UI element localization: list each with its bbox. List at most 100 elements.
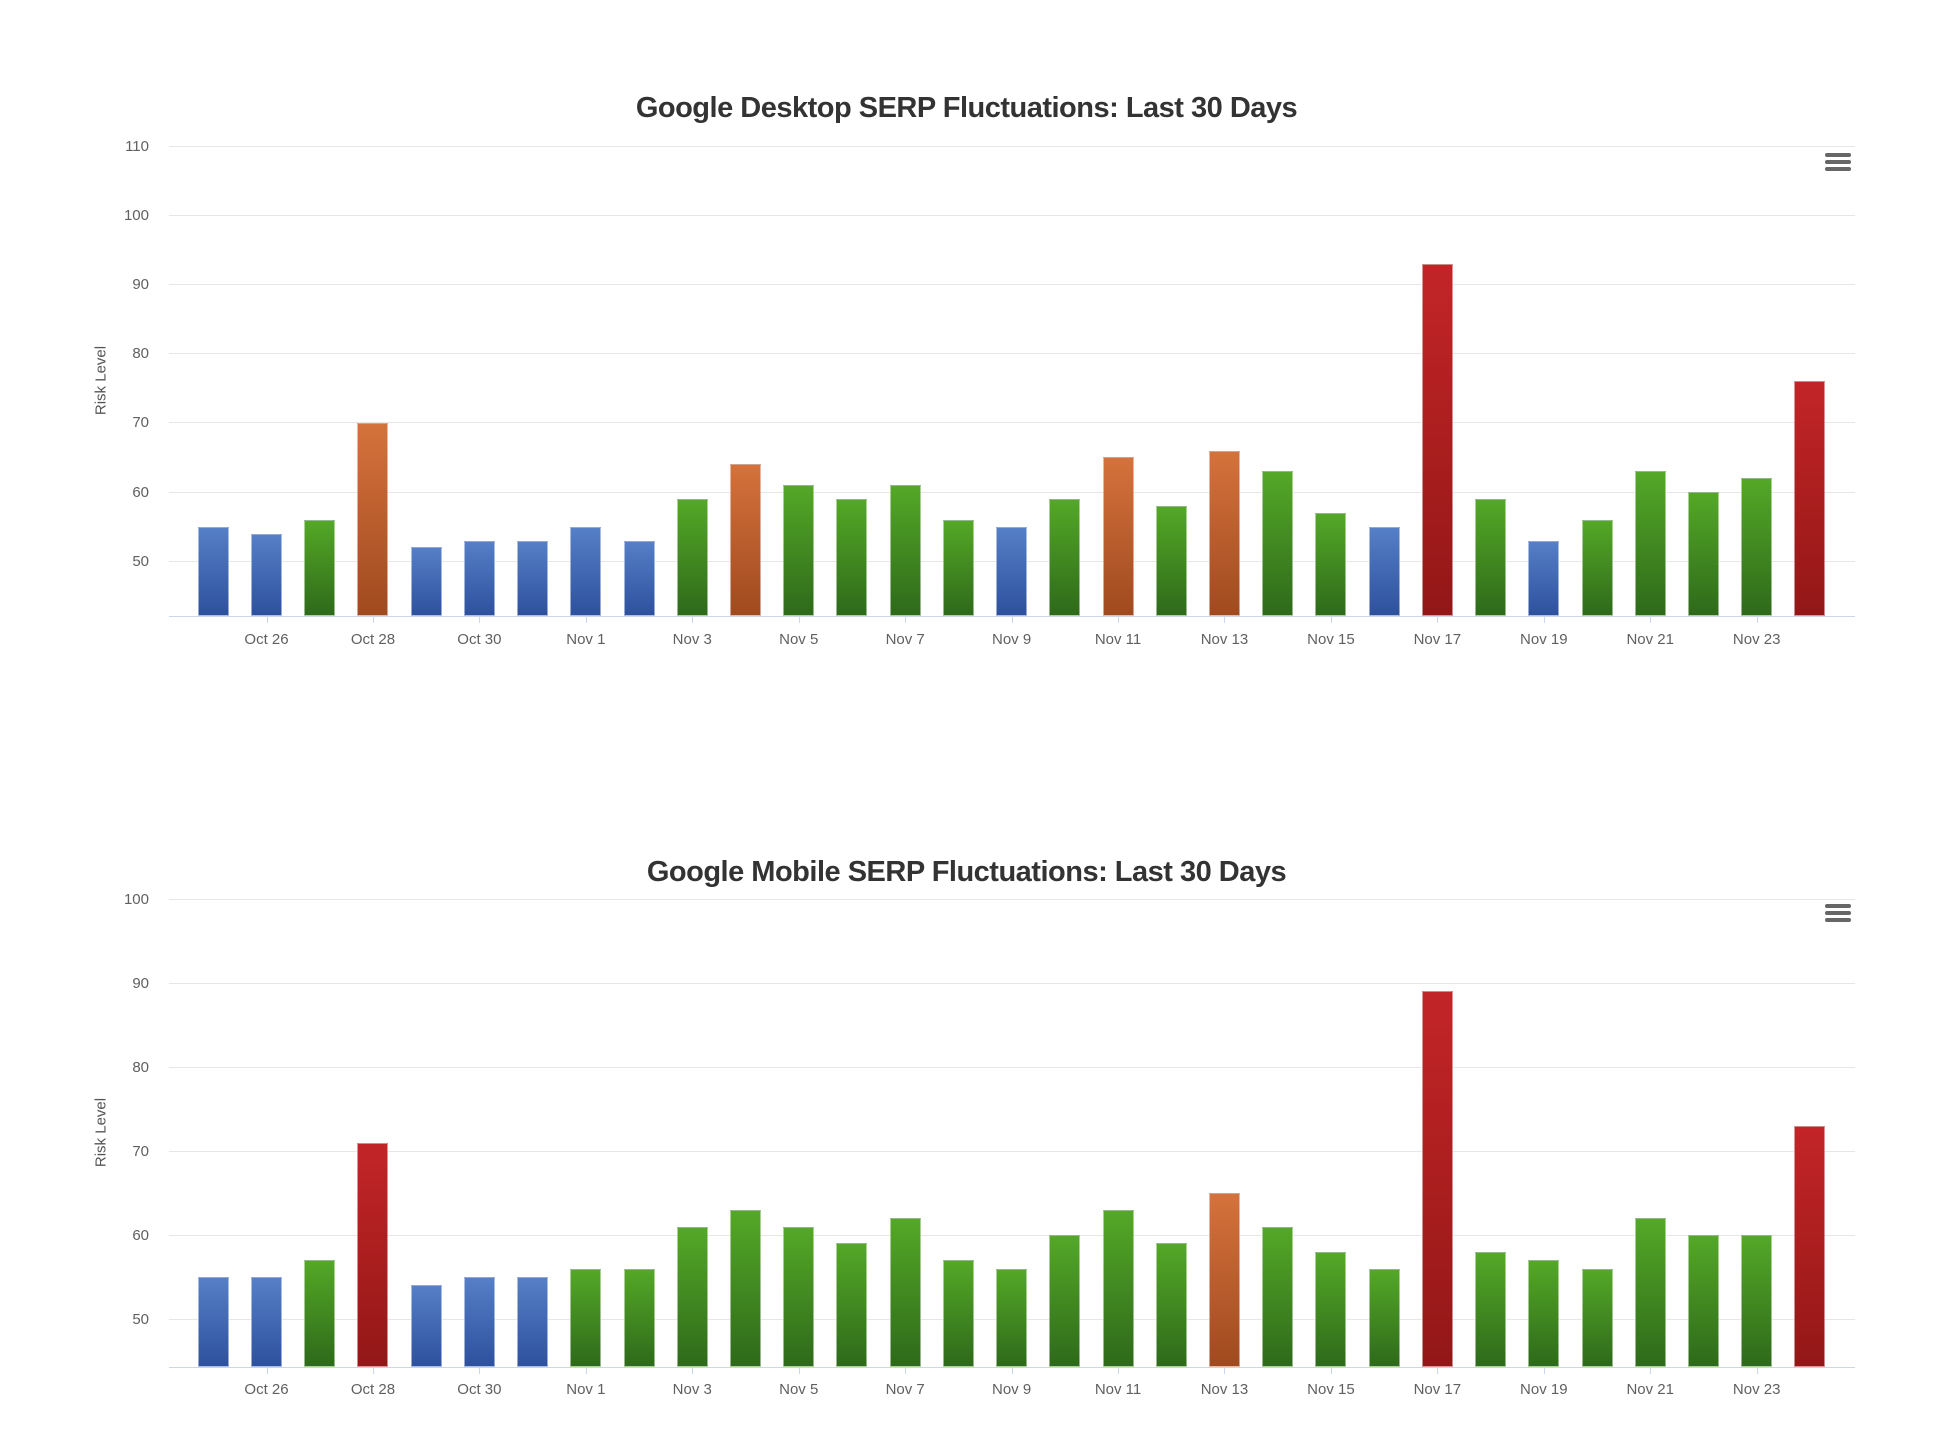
bar-nov-4[interactable] bbox=[730, 464, 761, 616]
bar-nov-9[interactable] bbox=[996, 526, 1028, 616]
menu-stripe bbox=[1825, 160, 1851, 164]
bar-nov-14[interactable] bbox=[1262, 1226, 1294, 1367]
bar-nov-24[interactable] bbox=[1794, 381, 1826, 616]
bar-nov-21[interactable] bbox=[1634, 471, 1666, 616]
x-tick-label: Nov 3 bbox=[672, 1381, 712, 1398]
bar-oct-28[interactable] bbox=[357, 1142, 389, 1367]
bar-nov-1[interactable] bbox=[570, 1268, 602, 1367]
x-tick-label: Nov 1 bbox=[566, 631, 606, 648]
x-tick-label: Nov 5 bbox=[779, 1381, 819, 1398]
bar-nov-19[interactable] bbox=[1528, 540, 1560, 616]
bar-oct-27[interactable] bbox=[304, 1260, 336, 1367]
bar-nov-17[interactable] bbox=[1421, 263, 1453, 616]
bar-nov-11[interactable] bbox=[1102, 457, 1134, 616]
bar-nov-19[interactable] bbox=[1528, 1260, 1560, 1367]
bar-nov-7[interactable] bbox=[889, 1218, 921, 1367]
bar-oct-31[interactable] bbox=[517, 1277, 549, 1367]
bar-nov-20[interactable] bbox=[1581, 519, 1613, 616]
bar-nov-6[interactable] bbox=[836, 1243, 868, 1367]
x-tick-label: Nov 13 bbox=[1200, 631, 1249, 648]
bar-nov-23[interactable] bbox=[1741, 1235, 1773, 1367]
bar-nov-5[interactable] bbox=[783, 1226, 815, 1367]
x-tick-label: Nov 11 bbox=[1094, 631, 1142, 648]
x-axis-tick bbox=[1224, 1368, 1226, 1374]
bar-nov-5[interactable] bbox=[783, 485, 815, 616]
x-axis-tick bbox=[1543, 617, 1545, 623]
bar-nov-17[interactable] bbox=[1421, 991, 1453, 1367]
x-axis-line bbox=[169, 1367, 1855, 1368]
bar-nov-2[interactable] bbox=[623, 1268, 655, 1367]
bar-nov-3[interactable] bbox=[676, 499, 708, 616]
bar-nov-15[interactable] bbox=[1315, 1251, 1347, 1367]
hamburger-menu-icon[interactable] bbox=[1825, 153, 1851, 173]
hamburger-menu-icon[interactable] bbox=[1825, 904, 1851, 924]
bar-oct-29[interactable] bbox=[410, 547, 442, 616]
bar-nov-20[interactable] bbox=[1581, 1268, 1613, 1367]
bar-nov-10[interactable] bbox=[1049, 1235, 1081, 1367]
x-axis-tick bbox=[1756, 1368, 1758, 1374]
bar-oct-30[interactable] bbox=[463, 540, 495, 616]
bar-nov-12[interactable] bbox=[1155, 505, 1187, 616]
x-axis-tick bbox=[372, 617, 374, 623]
bar-nov-13[interactable] bbox=[1208, 450, 1240, 616]
bar-nov-14[interactable] bbox=[1262, 471, 1294, 616]
bar-nov-16[interactable] bbox=[1368, 1268, 1400, 1367]
grid-line bbox=[169, 422, 1855, 424]
bar-oct-28[interactable] bbox=[357, 422, 389, 616]
bar-nov-12[interactable] bbox=[1155, 1243, 1187, 1367]
y-tick-label: 110 bbox=[125, 137, 149, 155]
bar-nov-16[interactable] bbox=[1368, 526, 1400, 616]
bar-nov-11[interactable] bbox=[1102, 1209, 1134, 1367]
x-axis-tick bbox=[372, 1368, 374, 1374]
bar-nov-21[interactable] bbox=[1634, 1218, 1666, 1367]
bar-oct-27[interactable] bbox=[304, 519, 336, 616]
bar-nov-2[interactable] bbox=[623, 540, 655, 616]
x-axis-tick bbox=[1543, 1368, 1545, 1374]
chart-title: Google Desktop SERP Fluctuations: Last 3… bbox=[635, 92, 1298, 124]
chart-title: Google Mobile SERP Fluctuations: Last 30… bbox=[646, 856, 1287, 888]
bar-oct-26[interactable] bbox=[251, 533, 283, 616]
x-axis-tick bbox=[479, 1368, 481, 1374]
bar-nov-8[interactable] bbox=[942, 1260, 974, 1367]
bar-nov-18[interactable] bbox=[1475, 499, 1507, 616]
bar-oct-29[interactable] bbox=[410, 1285, 442, 1367]
x-axis-tick bbox=[1118, 1368, 1120, 1374]
bar-oct-26[interactable] bbox=[251, 1277, 283, 1367]
bar-oct-25[interactable] bbox=[197, 526, 229, 616]
bar-nov-1[interactable] bbox=[570, 526, 602, 616]
y-tick-label: 90 bbox=[132, 275, 149, 293]
x-tick-label: Nov 1 bbox=[566, 1381, 606, 1398]
grid-line bbox=[169, 1150, 1855, 1152]
x-axis-tick bbox=[1011, 1368, 1013, 1374]
x-axis-tick bbox=[1437, 1368, 1439, 1374]
x-axis-tick bbox=[1756, 617, 1758, 623]
x-axis-tick bbox=[479, 617, 481, 623]
bar-nov-23[interactable] bbox=[1741, 478, 1773, 616]
bar-nov-13[interactable] bbox=[1208, 1193, 1240, 1367]
bar-nov-8[interactable] bbox=[942, 519, 974, 616]
x-axis-tick bbox=[1118, 617, 1120, 623]
bar-nov-9[interactable] bbox=[996, 1268, 1028, 1367]
bar-nov-18[interactable] bbox=[1475, 1251, 1507, 1367]
menu-stripe bbox=[1825, 904, 1851, 908]
bar-nov-4[interactable] bbox=[730, 1209, 761, 1367]
bar-nov-10[interactable] bbox=[1049, 499, 1081, 616]
bar-nov-24[interactable] bbox=[1794, 1125, 1826, 1367]
x-axis-tick bbox=[798, 617, 800, 623]
x-tick-label: Oct 26 bbox=[244, 631, 289, 648]
bar-oct-31[interactable] bbox=[517, 540, 549, 616]
bar-nov-6[interactable] bbox=[836, 499, 868, 616]
grid-line bbox=[169, 1066, 1855, 1068]
bar-nov-3[interactable] bbox=[676, 1226, 708, 1367]
bar-nov-22[interactable] bbox=[1687, 1235, 1719, 1367]
x-axis-tick bbox=[905, 1368, 907, 1374]
x-axis-tick bbox=[1437, 617, 1439, 623]
bar-oct-30[interactable] bbox=[463, 1277, 495, 1367]
x-tick-label: Oct 30 bbox=[457, 631, 502, 648]
bar-oct-25[interactable] bbox=[197, 1277, 229, 1367]
x-tick-label: Nov 13 bbox=[1200, 1381, 1249, 1398]
bar-nov-15[interactable] bbox=[1315, 512, 1347, 616]
x-tick-label: Nov 9 bbox=[992, 1381, 1032, 1398]
bar-nov-22[interactable] bbox=[1687, 492, 1719, 616]
bar-nov-7[interactable] bbox=[889, 485, 921, 616]
